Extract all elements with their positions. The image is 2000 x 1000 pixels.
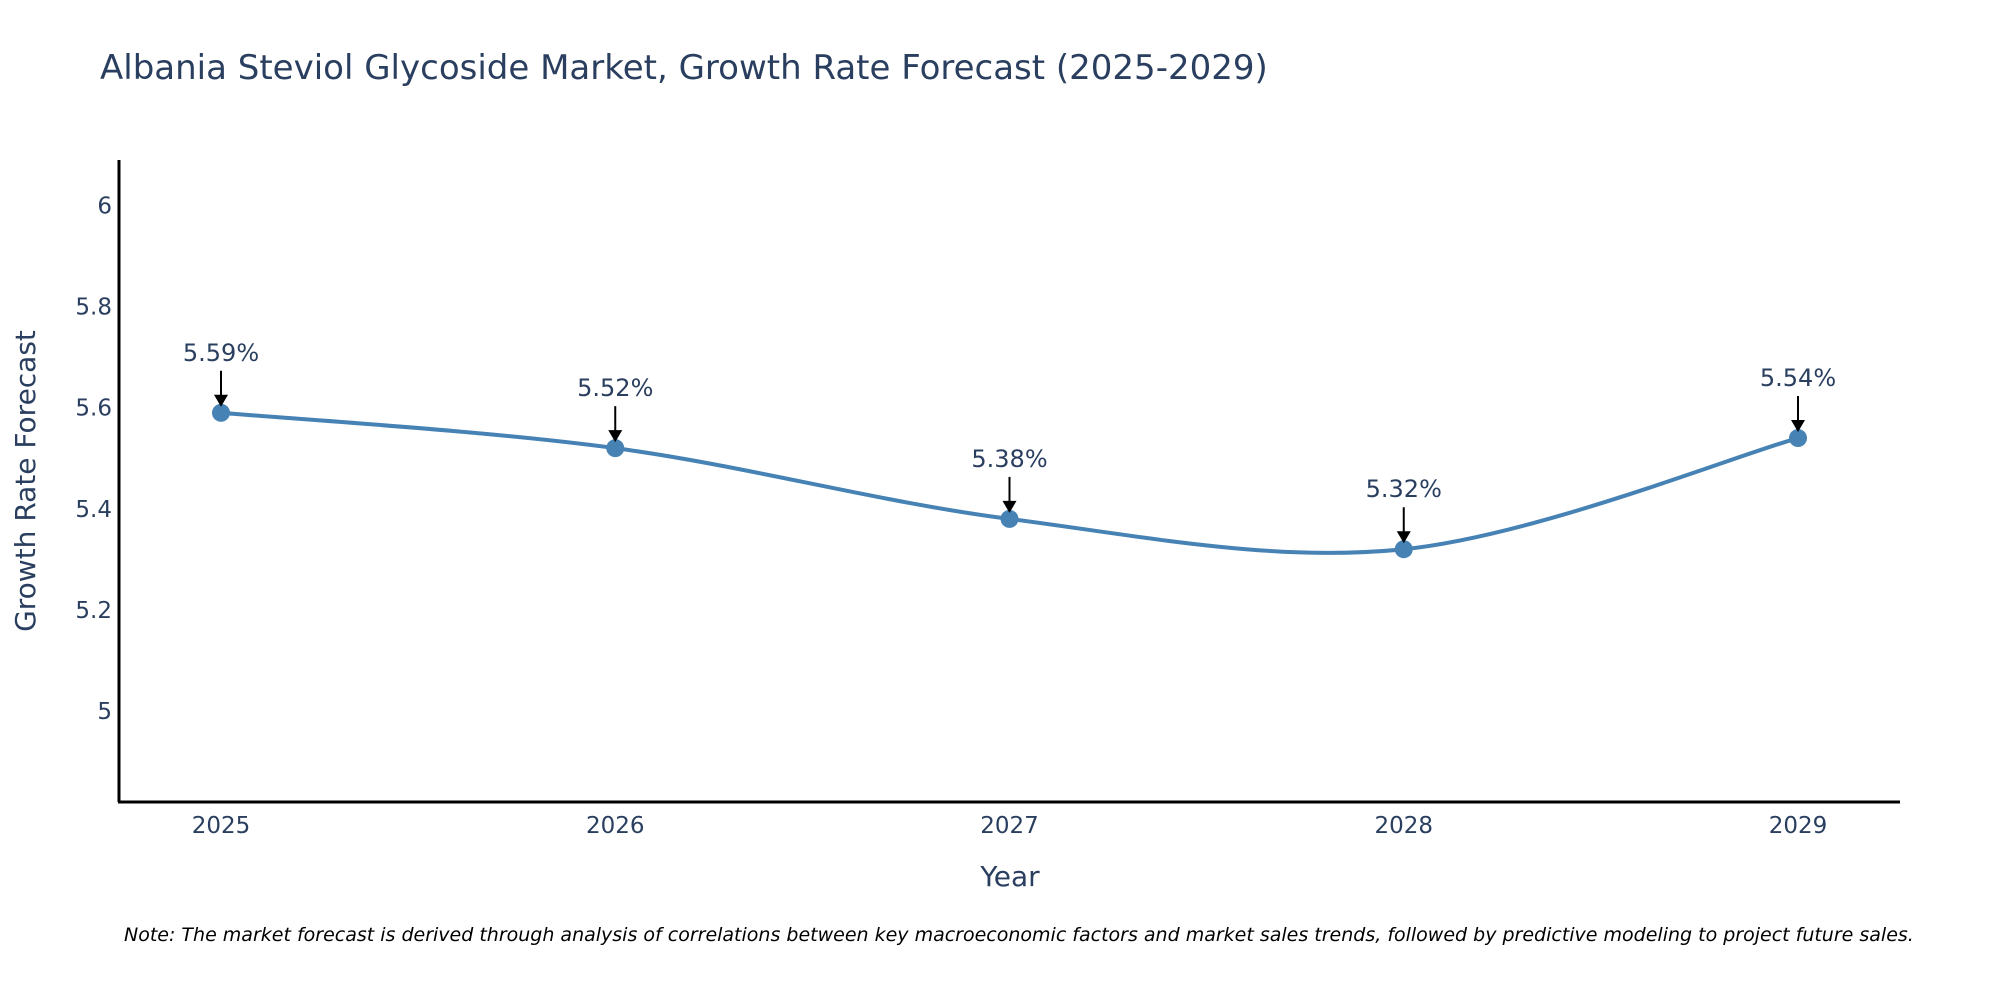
data-label: 5.54% [1760,364,1836,392]
y-tick-label: 5.6 [75,396,112,422]
data-point [1394,540,1413,559]
data-markers [212,403,1807,559]
data-label: 5.32% [1366,475,1442,503]
data-point [1789,429,1807,448]
x-tick-label: 2025 [192,813,251,839]
annotation-arrow-head [608,430,623,443]
x-tick-label: 2029 [1769,813,1828,839]
annotation-arrow-head [1002,500,1017,513]
x-tick-label: 2028 [1374,813,1433,839]
data-label: 5.38% [971,445,1047,473]
footnote: Note: The market forecast is derived thr… [124,924,1914,946]
y-axis-title: Growth Rate Forecast [9,330,42,632]
x-axis-title: Year [979,860,1040,893]
data-point [606,439,625,458]
chart-title: Albania Steviol Glycoside Market, Growth… [100,48,1268,88]
annotation-arrow-head [1791,420,1805,433]
data-annotations: 5.59% 5.52% 5.38% 5.32% 5.54% [183,339,1836,544]
y-tick-label: 5 [97,699,112,725]
data-label: 5.52% [577,374,653,402]
y-tick-label: 6 [97,193,112,219]
annotation-arrow-head [1396,531,1411,544]
annotation-arrow-head [214,394,228,407]
y-tick-label: 5.2 [75,598,112,624]
x-tick-label: 2026 [586,813,645,839]
data-label: 5.59% [183,339,259,367]
data-point [212,403,230,422]
y-tick-label: 5.4 [75,497,112,523]
x-axis-ticks: 2025 2026 2027 2028 2029 [192,813,1828,839]
data-point [1000,509,1019,528]
x-tick-label: 2027 [980,813,1039,839]
y-axis-ticks: 5 5.2 5.4 5.6 5.8 6 [75,193,112,725]
y-tick-label: 5.8 [75,295,112,321]
